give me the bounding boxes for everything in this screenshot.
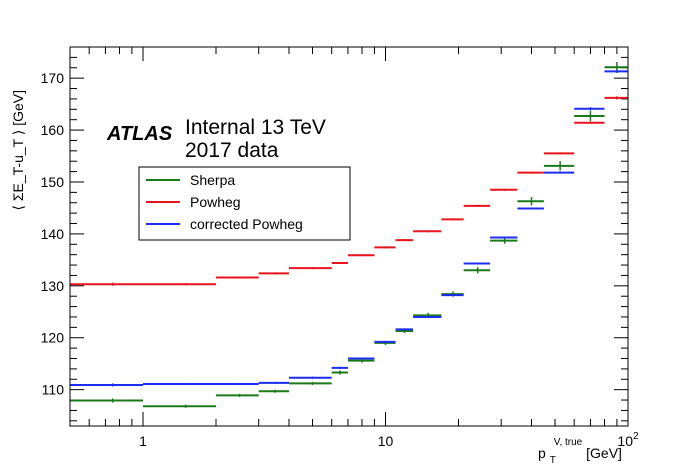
x-tick-label-exponent: 2 xyxy=(633,431,639,442)
y-tick-label: 150 xyxy=(41,174,65,190)
series-powheg xyxy=(70,96,628,286)
x-tick-label: 1 xyxy=(139,433,147,449)
annotation-line-2: 2017 data xyxy=(185,139,279,162)
y-tick-label: 170 xyxy=(41,70,65,86)
plot-frame xyxy=(69,46,629,427)
y-tick-label: 120 xyxy=(41,330,65,346)
atlas-label: ATLAS xyxy=(106,123,173,145)
y-tick-label: 130 xyxy=(41,278,65,294)
x-axis-label-sup: V, true xyxy=(554,437,583,448)
axis-ticks xyxy=(69,46,629,426)
series-layer xyxy=(70,62,628,408)
legend-label-powheg: Powheg xyxy=(190,194,241,210)
y-axis-label: ⟨ ΣE_T-u_T ⟩ [GeV] xyxy=(10,90,26,210)
x-axis-label: p T V, true [GeV] xyxy=(538,432,622,466)
x-axis-label-unit: [GeV] xyxy=(586,445,622,461)
legend: Sherpa Powheg corrected Powheg xyxy=(138,166,351,241)
series-corrected-powheg xyxy=(70,69,628,387)
legend-label-sherpa: Sherpa xyxy=(190,172,235,188)
y-tick-label: 160 xyxy=(41,122,65,138)
legend-label-corrected-powheg: corrected Powheg xyxy=(190,216,303,232)
x-axis-label-main: p xyxy=(538,445,546,461)
x-axis-label-sub: T xyxy=(550,455,556,466)
y-tick-label: 110 xyxy=(42,382,65,398)
annotation-line-1: Internal 13 TeV xyxy=(185,116,326,139)
y-tick-label: 140 xyxy=(41,226,65,242)
x-tick-label: 10 xyxy=(378,433,394,449)
